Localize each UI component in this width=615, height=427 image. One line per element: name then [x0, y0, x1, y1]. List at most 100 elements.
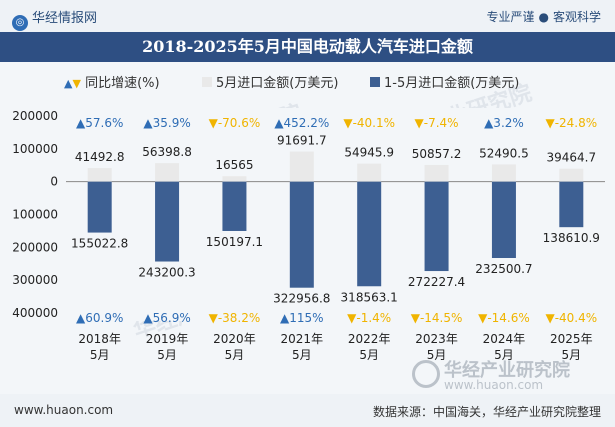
- tagline-right: 客观科学: [552, 10, 601, 24]
- triangle-down-icon: ▼: [72, 77, 81, 90]
- watermark-logo-url: www.huaon.com: [444, 378, 544, 392]
- brand-name: 华经情报网: [32, 11, 98, 26]
- monthly-bar: [155, 163, 180, 182]
- x-tick-label: 5月: [427, 348, 447, 362]
- x-tick-label: 2024年: [483, 332, 526, 346]
- monthly-bar: [559, 168, 584, 182]
- y-tick-label: 300000: [12, 273, 58, 287]
- monthly-value-label: 52490.5: [479, 146, 529, 160]
- footer-site: www.huaon.com: [14, 403, 114, 417]
- monthly-value-label: 56398.8: [142, 145, 192, 159]
- brand-logo-icon: ◎: [12, 15, 28, 31]
- brand: ◎ 华经情报网: [12, 7, 97, 31]
- ytd-value-label: 272227.4: [408, 275, 465, 289]
- watermark-logo: 华经产业研究院 www.huaon.com: [408, 356, 608, 396]
- ytd-bar: [87, 181, 112, 233]
- monthly-value-label: 50857.2: [412, 147, 462, 161]
- top-bar: ◎ 华经情报网 专业严谨 ● 客观科学: [0, 0, 615, 32]
- legend-monthly-label: 5月进口金额(万美元): [216, 76, 339, 91]
- ytd-growth-label: ▼-1.4%: [347, 311, 391, 325]
- ytd-value-label: 150197.1: [206, 235, 263, 249]
- legend-monthly-swatch: [202, 77, 212, 87]
- ytd-growth-label: ▲60.9%: [76, 311, 123, 325]
- ytd-bar: [155, 181, 180, 262]
- bullet-icon: ●: [538, 10, 549, 24]
- legend-monthly: 5月进口金额(万美元): [202, 72, 338, 91]
- monthly-growth-label: ▼-7.4%: [415, 116, 459, 130]
- ytd-bar: [559, 181, 584, 228]
- monthly-growth-label: ▲452.2%: [274, 116, 329, 130]
- x-tick-label: 2021年: [281, 332, 324, 346]
- monthly-value-label: 54945.9: [344, 146, 394, 160]
- plot-area: [66, 108, 605, 321]
- ytd-value-label: 322956.8: [273, 292, 330, 306]
- ytd-value-label: 243200.3: [138, 266, 195, 280]
- ytd-value-label: 155022.8: [71, 237, 128, 251]
- x-tick-label: 5月: [359, 348, 379, 362]
- x-tick-label: 2020年: [213, 332, 256, 346]
- monthly-growth-label: ▼-70.6%: [209, 116, 261, 130]
- monthly-growth-label: ▲35.9%: [143, 116, 190, 130]
- ytd-bar: [491, 181, 516, 259]
- x-tick-label: 2018年: [78, 332, 121, 346]
- monthly-value-label: 16565: [215, 158, 253, 172]
- x-tick-label: 5月: [292, 348, 312, 362]
- ytd-growth-label: ▲115%: [280, 311, 324, 325]
- ytd-growth-label: ▼-14.6%: [478, 311, 530, 325]
- x-tick-label: 5月: [90, 348, 110, 362]
- x-tick-label: 2022年: [348, 332, 391, 346]
- triangle-up-icon: ▲: [64, 77, 73, 90]
- monthly-growth-label: ▲3.2%: [484, 116, 524, 130]
- x-tick-label: 5月: [225, 348, 245, 362]
- tagline: 专业严谨 ● 客观科学: [486, 8, 601, 25]
- watermark-logo-text: 华经产业研究院: [444, 360, 570, 381]
- x-tick-label: 2023年: [415, 332, 458, 346]
- monthly-bar: [222, 176, 247, 182]
- monthly-value-label: 91691.7: [277, 134, 327, 148]
- y-tick-label: 100000: [12, 142, 58, 156]
- footer: www.huaon.com 数据来源：中国海关，华经产业研究院整理: [0, 394, 615, 427]
- x-tick-label: 2019年: [146, 332, 189, 346]
- watermark-logo-icon: [412, 360, 440, 388]
- x-tick-label: 5月: [561, 348, 581, 362]
- chart-title: 2018-2025年5月中国电动载人汽车进口金额: [0, 32, 615, 62]
- legend-ytd: 1-5月进口金额(万美元): [370, 72, 519, 91]
- y-tick-label: 400000: [12, 306, 58, 320]
- ytd-value-label: 318563.1: [341, 290, 398, 304]
- monthly-bar: [357, 163, 382, 182]
- y-tick-label: 0: [50, 175, 58, 189]
- y-tick-label: 200000: [12, 109, 58, 123]
- monthly-value-label: 41492.8: [75, 150, 125, 164]
- ytd-value-label: 232500.7: [475, 262, 532, 276]
- monthly-bar: [424, 164, 449, 182]
- footer-source: 数据来源：中国海关，华经产业研究院整理: [372, 405, 601, 419]
- ytd-growth-label: ▼-14.5%: [411, 311, 463, 325]
- ytd-bar: [289, 181, 314, 288]
- monthly-growth-label: ▼-40.1%: [343, 116, 395, 130]
- x-tick-label: 2025年: [550, 332, 593, 346]
- ytd-growth-label: ▲56.9%: [143, 311, 190, 325]
- legend-ytd-swatch: [370, 77, 380, 87]
- ytd-growth-label: ▼-38.2%: [209, 311, 261, 325]
- monthly-growth-label: ▼-24.8%: [545, 116, 597, 130]
- ytd-bar: [424, 181, 449, 272]
- monthly-growth-label: ▲57.6%: [76, 116, 123, 130]
- monthly-bar: [87, 168, 112, 182]
- legend-ytd-label: 1-5月进口金额(万美元): [384, 76, 520, 91]
- legend-growth-label: 同比增速(%): [85, 76, 160, 91]
- monthly-value-label: 39464.7: [547, 151, 597, 165]
- chart-legend: ▲▼ 同比增速(%) 5月进口金额(万美元) 1-5月进口金额(万美元): [0, 70, 615, 92]
- y-tick-label: 200000: [12, 240, 58, 254]
- tagline-left: 专业严谨: [486, 10, 535, 24]
- x-tick-label: 5月: [494, 348, 514, 362]
- x-tick-label: 5月: [157, 348, 177, 362]
- ytd-growth-label: ▼-40.4%: [545, 311, 597, 325]
- y-tick-label: 100000: [12, 208, 58, 222]
- monthly-bar: [491, 164, 516, 182]
- ytd-value-label: 138610.9: [543, 231, 600, 245]
- monthly-bar: [289, 151, 314, 182]
- ytd-bar: [222, 181, 247, 231]
- ytd-bar: [357, 181, 382, 287]
